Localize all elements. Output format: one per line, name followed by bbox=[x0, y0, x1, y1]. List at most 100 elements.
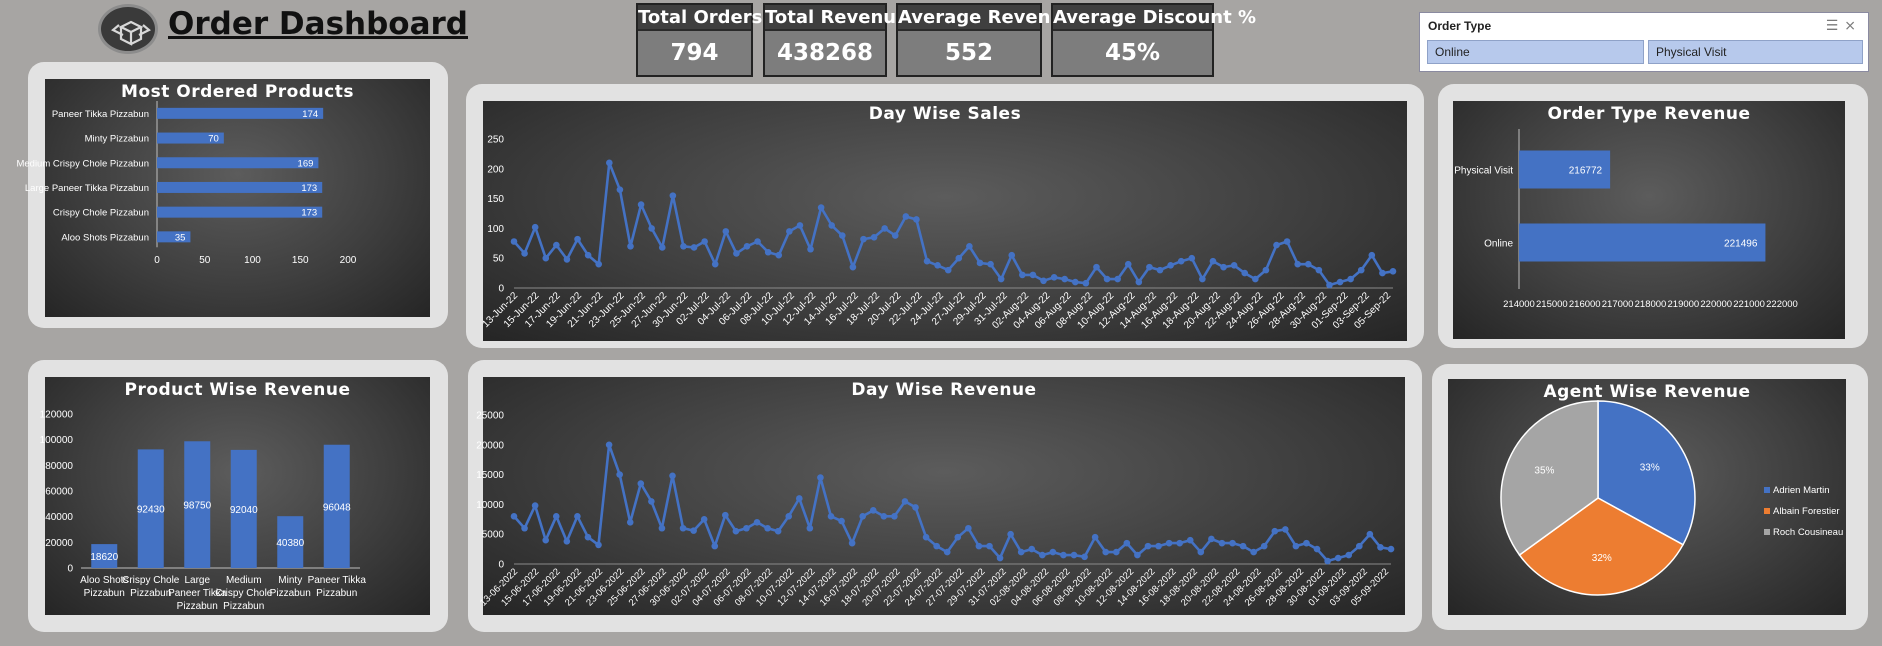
data-point bbox=[531, 223, 539, 231]
pie-slice bbox=[1500, 400, 1599, 557]
data-point bbox=[595, 260, 603, 268]
data-point bbox=[1345, 551, 1353, 559]
data-label: 92430 bbox=[137, 505, 165, 516]
data-point bbox=[1347, 275, 1354, 283]
data-point bbox=[1007, 530, 1014, 538]
bar bbox=[157, 206, 323, 218]
tick-label: 0 bbox=[498, 560, 504, 571]
data-point bbox=[711, 542, 719, 550]
data-label: 32% bbox=[1592, 553, 1612, 564]
data-point bbox=[796, 222, 804, 229]
data-point bbox=[828, 222, 836, 229]
tick-label: 50 bbox=[493, 254, 505, 265]
tick-label: 100 bbox=[244, 255, 261, 266]
data-label: 173 bbox=[301, 208, 317, 219]
data-point bbox=[764, 524, 771, 532]
bar bbox=[1519, 223, 1766, 262]
most-ordered-products-chart: Most Ordered Products Paneer Tikka Pizza… bbox=[16, 79, 430, 317]
data-point bbox=[880, 513, 888, 520]
data-point bbox=[1324, 557, 1331, 565]
data-point bbox=[764, 248, 772, 256]
data-point bbox=[860, 235, 867, 243]
product-wise-revenue-chart: Product Wise Revenue 0 20000 40000 60000 800… bbox=[40, 377, 430, 615]
chart-title: Day Wise Revenue bbox=[851, 380, 1037, 400]
bar bbox=[157, 132, 224, 144]
data-point bbox=[1135, 278, 1143, 286]
bar bbox=[137, 449, 164, 568]
data-label: 221496 bbox=[1724, 239, 1758, 250]
data-point bbox=[733, 250, 740, 257]
data-point bbox=[658, 244, 666, 251]
tick-label: 200 bbox=[487, 164, 504, 175]
legend-swatch bbox=[1764, 487, 1770, 493]
bar bbox=[157, 231, 191, 243]
data-point bbox=[1061, 275, 1068, 283]
dashboard-title: Order Dashboard bbox=[168, 6, 468, 42]
tick-label: 200 bbox=[340, 255, 357, 266]
data-point bbox=[1039, 551, 1046, 559]
clear-filter-icon[interactable]: ⨯ bbox=[1844, 18, 1862, 34]
category-label: Pizzabun bbox=[316, 588, 357, 599]
tick-label: 217000 bbox=[1602, 299, 1634, 310]
kpi-value: 45% bbox=[1104, 40, 1161, 66]
pie-slice bbox=[1597, 400, 1696, 546]
data-point bbox=[1008, 251, 1016, 259]
kpi-label: Total Orders bbox=[638, 5, 762, 31]
data-point bbox=[1260, 542, 1268, 550]
data-point bbox=[1239, 542, 1247, 550]
data-point bbox=[987, 260, 994, 268]
category-label: Aloo Shots bbox=[80, 575, 128, 586]
data-point bbox=[1156, 266, 1164, 274]
bar bbox=[1519, 150, 1611, 189]
data-point bbox=[881, 225, 888, 232]
tick-label: 150 bbox=[292, 255, 309, 266]
tick-label: 25000 bbox=[476, 411, 504, 422]
data-point bbox=[1199, 275, 1206, 283]
category-label: Paneer Tikka bbox=[168, 588, 227, 599]
data-point bbox=[976, 259, 984, 267]
tick-label: 100 bbox=[487, 224, 504, 235]
data-point bbox=[510, 513, 518, 520]
data-point bbox=[786, 228, 793, 235]
multi-select-icon[interactable]: ☰ bbox=[1825, 18, 1845, 34]
data-point bbox=[563, 538, 571, 545]
bar bbox=[157, 107, 324, 119]
category-label: Physical Visit bbox=[1454, 166, 1513, 177]
tick-label: 20000 bbox=[476, 440, 504, 451]
legend-swatch bbox=[1764, 529, 1770, 535]
tick-label: 0 bbox=[498, 284, 504, 295]
data-point bbox=[1283, 238, 1291, 245]
data-point bbox=[1029, 271, 1037, 279]
slicer-option-physical-visit[interactable]: Physical Visit bbox=[1648, 40, 1863, 64]
data-label: 18620 bbox=[90, 552, 118, 563]
data-point bbox=[1366, 530, 1374, 538]
data-label: 92040 bbox=[230, 505, 258, 516]
category-label: Large bbox=[184, 575, 210, 586]
data-point bbox=[616, 186, 624, 193]
slicer-option-online[interactable]: Online bbox=[1427, 40, 1644, 64]
data-point bbox=[1146, 263, 1153, 271]
data-point bbox=[701, 238, 708, 245]
data-label: 96048 bbox=[323, 502, 351, 513]
data-point bbox=[848, 539, 856, 547]
category-label: Paneer Tikka Pizzabun bbox=[52, 109, 149, 120]
category-label: Online bbox=[1484, 239, 1513, 250]
data-label: 35% bbox=[1534, 466, 1554, 477]
bar bbox=[277, 516, 304, 568]
data-point bbox=[1313, 545, 1321, 553]
pie-slice bbox=[1518, 497, 1685, 596]
chart-title: Day Wise Sales bbox=[868, 104, 1022, 124]
data-point bbox=[584, 251, 592, 259]
data-point bbox=[966, 242, 973, 250]
data-label: 98750 bbox=[183, 501, 211, 512]
series-line bbox=[513, 161, 1394, 287]
data-point bbox=[817, 474, 824, 481]
data-point bbox=[1229, 539, 1236, 547]
data-point bbox=[1326, 281, 1333, 289]
category-label: Crispy Chole bbox=[122, 575, 180, 586]
kpi-value: 552 bbox=[944, 40, 993, 66]
day-wise-sales-chart: Day Wise Sales 0 50 100 150 200 250 13-Jun-22 1… bbox=[481, 101, 1407, 341]
tick-label: 214000 bbox=[1503, 299, 1535, 310]
order-type-revenue-chart: Order Type Revenue Physical Visit 216772 O… bbox=[1453, 101, 1845, 339]
category-label: Crispy Chole Pizzabun bbox=[53, 208, 149, 219]
